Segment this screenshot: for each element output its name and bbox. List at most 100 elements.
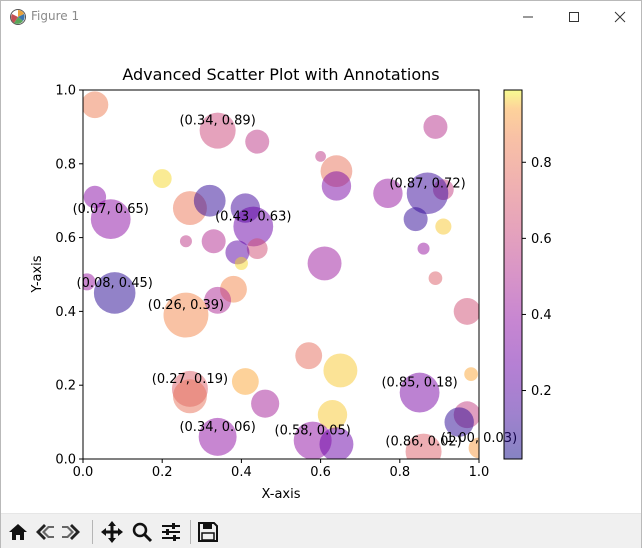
scatter-point [403, 207, 428, 232]
point-annotation: (0.58, 0.05) [275, 424, 351, 439]
scatter-point [295, 342, 323, 370]
axes-frame [82, 89, 480, 460]
point-annotation: (0.07, 0.65) [73, 202, 149, 217]
x-tick-label: 1.0 [469, 465, 490, 480]
scatter-point [172, 379, 207, 414]
scatter-point [315, 151, 326, 162]
point-annotation: (0.87, 0.72) [389, 176, 465, 191]
back-button[interactable] [31, 519, 57, 545]
zoom-icon [132, 522, 153, 543]
x-tick-label: 0.2 [152, 465, 173, 480]
scatter-point [453, 297, 479, 325]
scatter-point [468, 437, 479, 459]
forward-button[interactable] [59, 519, 85, 545]
scatter-point [233, 206, 274, 247]
scatter-point [193, 184, 226, 217]
scatter-point [93, 272, 136, 314]
scatter-point [321, 171, 352, 201]
scatter-point [245, 129, 270, 154]
point-annotation: (0.08, 0.45) [77, 276, 153, 291]
point-annotation: (0.34, 0.89) [179, 114, 255, 129]
labels-layer: (0.34, 0.89) (0.87, 0.72) (0.07, 0.65) (0.4… [73, 114, 518, 450]
point-annotation: (0.26, 0.39) [148, 298, 224, 313]
minimize-button[interactable] [505, 1, 551, 32]
colorbar [504, 90, 522, 459]
point-annotation: (0.27, 0.19) [152, 372, 228, 387]
save-button[interactable] [195, 519, 221, 545]
configure-subplots-icon [162, 523, 180, 541]
scatter-point [444, 407, 474, 437]
point-annotation: (0.34, 0.06) [179, 420, 255, 435]
home-button[interactable] [5, 519, 31, 545]
x-axis-ticks: 0.0 0.2 0.4 0.6 0.8 1.0 [73, 459, 490, 480]
colorbar-ticks: 0.2 0.4 0.6 0.8 [522, 156, 552, 399]
y-axis-label: Y-axis [30, 255, 45, 293]
x-tick-label: 0.8 [389, 465, 410, 480]
scatter-point [307, 246, 342, 281]
y-tick-label: 0.2 [55, 379, 76, 394]
maximize-button[interactable] [551, 1, 597, 32]
forward-icon [62, 524, 80, 540]
scatter-point [423, 114, 448, 139]
scatter-point [90, 199, 131, 240]
x-axis-label: X-axis [262, 487, 301, 502]
scatter-point [373, 178, 403, 209]
minimize-icon [523, 16, 533, 17]
scatter-point [323, 353, 358, 388]
scatter-point [163, 292, 209, 338]
maximize-icon [569, 11, 579, 22]
close-icon [614, 11, 626, 22]
scatter-point [231, 368, 259, 395]
pan-button[interactable] [99, 519, 125, 545]
scatter-point [428, 271, 443, 286]
scatter-point [204, 286, 232, 314]
zoom-button[interactable] [129, 519, 155, 545]
back-icon [36, 524, 54, 540]
navigation-toolbar [1, 513, 641, 548]
colorbar-tick-label: 0.8 [531, 156, 552, 171]
x-tick-label: 0.4 [231, 465, 252, 480]
x-tick-label: 0.6 [310, 465, 331, 480]
scatter-point [399, 372, 440, 413]
scatter-point [199, 112, 236, 149]
y-tick-label: 0.0 [55, 453, 76, 468]
point-annotation: (0.85, 0.18) [381, 376, 457, 391]
y-tick-label: 0.8 [55, 157, 76, 172]
scatter-point [152, 169, 172, 189]
scatter-point [234, 256, 248, 271]
scatter-point [179, 235, 192, 248]
scatter-point [246, 238, 268, 260]
colorbar-tick-label: 0.4 [531, 308, 552, 323]
scatter-point [435, 218, 452, 235]
y-tick-label: 0.4 [55, 305, 76, 320]
close-button[interactable] [597, 1, 642, 32]
scatter-point [83, 91, 109, 119]
title-bar[interactable]: Figure 1 [1, 1, 641, 32]
scatter-point [405, 433, 442, 459]
scatter-point [319, 427, 354, 459]
points-layer [83, 91, 479, 459]
scatter-point [198, 417, 237, 456]
point-annotation: (0.43, 0.63) [215, 210, 291, 225]
scatter-figure: Advanced Scatter Plot with Annotations (… [30, 65, 552, 502]
scatter-point [464, 367, 478, 381]
colorbar-tick-label: 0.2 [531, 384, 552, 399]
scatter-point [201, 229, 226, 254]
point-annotation: (0.86, 0.02) [385, 435, 461, 450]
scatter-point [251, 389, 280, 418]
y-tick-label: 1.0 [55, 84, 76, 99]
colorbar-frame [503, 89, 523, 460]
scatter-point [317, 400, 348, 430]
configure-subplots-button[interactable] [158, 519, 184, 545]
colorbar-tick-label: 0.6 [531, 232, 552, 247]
toolbar-separator [92, 520, 93, 544]
save-icon [198, 522, 218, 542]
y-tick-label: 0.6 [55, 231, 76, 246]
pan-icon [101, 521, 123, 543]
matplotlib-icon [10, 9, 26, 25]
scatter-point [406, 172, 449, 215]
scatter-point [417, 242, 430, 255]
chart-title: Advanced Scatter Plot with Annotations [122, 65, 439, 84]
home-icon [9, 524, 27, 540]
